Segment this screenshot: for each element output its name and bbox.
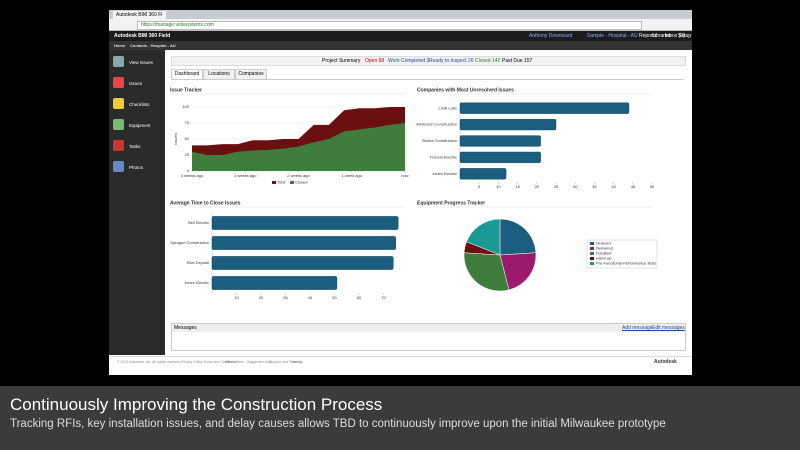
nav-item[interactable]: Tasks	[129, 144, 141, 149]
summary-item[interactable]: Ready to Inspect 26	[429, 58, 474, 64]
tab[interactable]: Companies	[235, 69, 267, 79]
summary-label: Project Summary	[322, 58, 361, 64]
messages-header: Messages Add message Edit messages	[172, 324, 685, 332]
footer-link[interactable]: What's New	[225, 360, 244, 364]
address-bar: https://manage.velasystems.com	[109, 19, 692, 31]
icon	[113, 56, 124, 67]
screenshot: Autodesk BIM 360 Fi https://manage.velas…	[109, 10, 692, 375]
messages-title: Messages	[174, 325, 197, 331]
caption-title: Continuously Improving the Construction …	[10, 395, 383, 414]
app-link[interactable]: Libraries	[652, 33, 672, 39]
copyright: © 2013 Autodesk, Inc. All rights reserve…	[117, 360, 182, 364]
nav-item[interactable]: Photos	[129, 165, 144, 170]
project[interactable]: Sample - Hospital - AU	[587, 33, 638, 39]
app-title: Autodesk BIM 360 Field	[114, 33, 171, 39]
app-header: Autodesk BIM 360 Field Anthony Downward …	[109, 31, 692, 41]
url[interactable]: https://manage.velasystems.com	[137, 21, 642, 30]
crumb[interactable]: Home	[114, 43, 126, 48]
tab[interactable]: Locations	[203, 69, 235, 79]
caption: Continuously Improving the Construction …	[0, 386, 800, 450]
footer-link[interactable]: Suggestion Box	[247, 360, 272, 364]
icon	[113, 140, 124, 151]
sidebar: View Issues Issues Checklists Equipment Task…	[109, 50, 165, 355]
caption-subtitle: Tracking RFIs, key installation issues, …	[10, 418, 666, 430]
nav-item[interactable]: Issues	[129, 81, 143, 86]
summary-item[interactable]: Closed 142	[475, 58, 501, 64]
brand: Autodesk	[654, 359, 677, 365]
footer-link[interactable]: Terms and Conditions	[203, 360, 237, 364]
nav-item[interactable]: View Issues	[129, 60, 153, 65]
summary-item[interactable]: Open 68	[365, 58, 385, 64]
footer-link[interactable]: Support and Training	[269, 360, 302, 364]
summary-item[interactable]: Work Completed 3	[388, 58, 430, 64]
icon	[113, 119, 124, 130]
summary-item[interactable]: Past Due 157	[502, 58, 533, 64]
footer-link[interactable]: Privacy Policy	[181, 360, 203, 364]
icon	[113, 161, 124, 172]
app-link[interactable]: Reports	[639, 33, 657, 39]
icon	[113, 77, 124, 88]
link[interactable]: Edit messages	[652, 325, 685, 331]
icon	[113, 98, 124, 109]
breadcrumb: Home Contacts - Hospital - AU	[109, 41, 692, 50]
tab[interactable]: Autodesk BIM 360 Fi	[113, 11, 166, 19]
footer-link[interactable]: Like Us	[291, 360, 303, 364]
link[interactable]: Add message	[622, 325, 653, 331]
footer: © 2013 Autodesk, Inc. All rights reserve…	[109, 356, 692, 367]
nav-item[interactable]: Equipment	[129, 123, 151, 128]
tabs: Dashboard Locations Companies	[171, 69, 684, 80]
user[interactable]: Anthony Downward	[529, 33, 573, 39]
tab[interactable]: Dashboard	[171, 69, 203, 79]
app-link[interactable]: Inbox (0)	[665, 33, 685, 39]
tab-bar: Autodesk BIM 360 Fi	[109, 10, 692, 19]
nav-item[interactable]: Checklists	[129, 102, 150, 107]
app-link[interactable]: Setup	[678, 33, 692, 39]
crumb[interactable]: Contacts - Hospital - AU	[130, 43, 176, 48]
summary-bar: Project Summary Open 68 Work Completed 3 Re…	[171, 56, 686, 66]
messages-panel: Messages Add message Edit messages	[171, 323, 686, 351]
